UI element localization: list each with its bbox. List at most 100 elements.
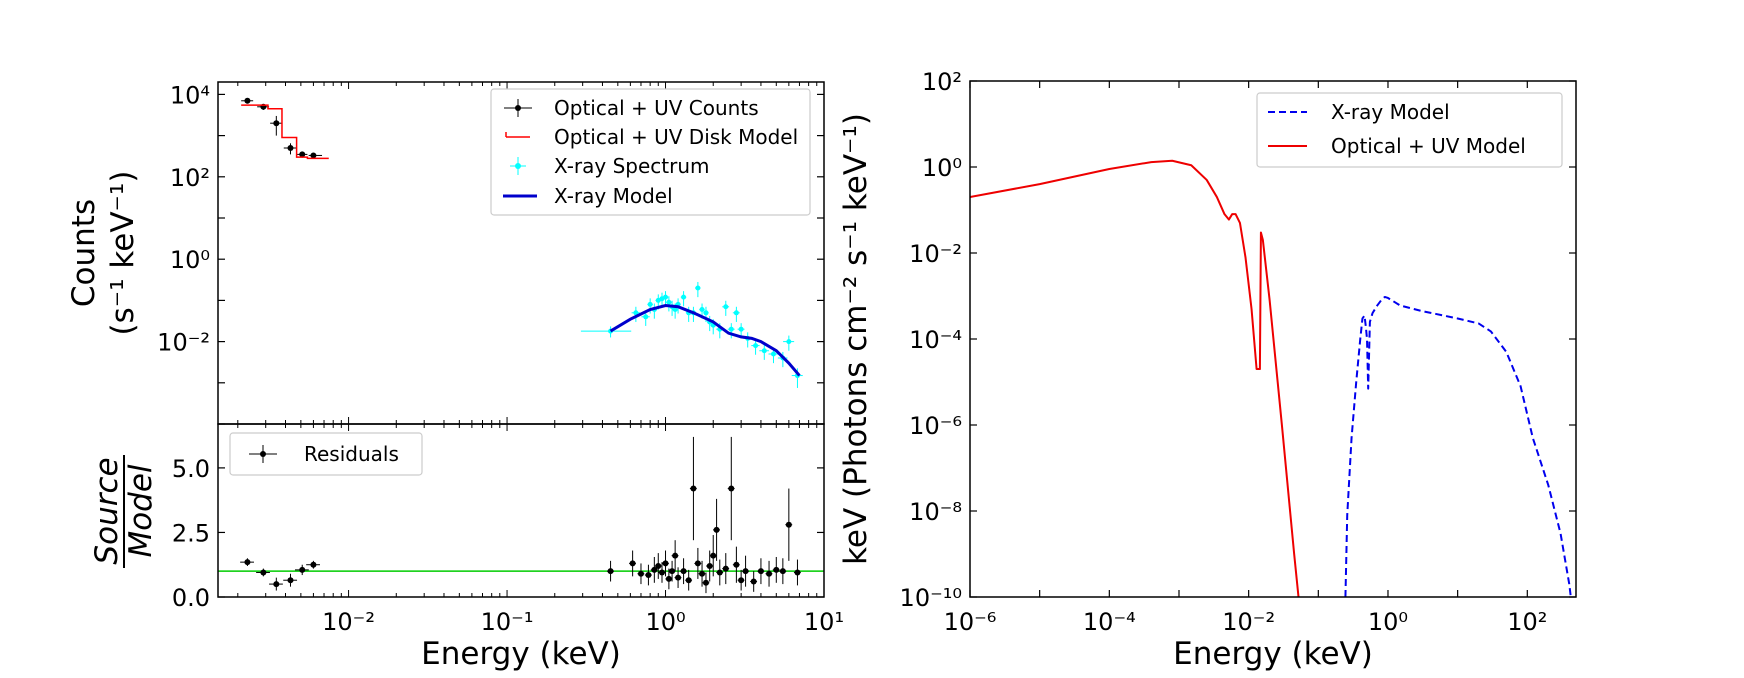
x-ray-spectrum-point [728, 326, 734, 332]
bottom-xtick-label: 10⁻¹ [481, 608, 534, 636]
optical-uv-counts-point [244, 97, 251, 104]
residuals-point [690, 485, 697, 492]
right-xtick-label: 10⁻⁶ [944, 608, 997, 636]
legend-entry-x-ray-spectrum: X-ray Spectrum [510, 154, 710, 178]
legend-label-optical-uv-disk-model: Optical + UV Disk Model [554, 125, 798, 149]
right-xlabel: Energy (keV) [1173, 636, 1373, 672]
bottom-legend-frame [229, 432, 423, 476]
residuals-point [773, 566, 780, 573]
legend-label-optical-uv-counts: Optical + UV Counts [554, 96, 759, 120]
residuals-point [675, 574, 682, 581]
right-legend: X-ray Model Optical + UV Model [1256, 92, 1563, 168]
optical-uv-counts-point [299, 151, 306, 158]
top-legend: Optical + UV Counts Optical + UV Disk Mo… [490, 88, 811, 216]
right-ylabel: keV (Photons cm⁻² s⁻¹ keV⁻¹) [838, 113, 874, 565]
top-ytick-label: 10⁻² [157, 329, 210, 357]
bottom-legend: Residuals [229, 432, 423, 476]
residuals-point [794, 569, 801, 576]
right-xtick-label: 10⁻² [1222, 608, 1275, 636]
residuals-point [655, 563, 662, 570]
optical-uv-counts-point [287, 145, 294, 152]
right-xtick-label: 10⁰ [1368, 608, 1408, 636]
residuals-point [637, 570, 644, 577]
residuals-point [672, 552, 679, 559]
residuals-point [662, 560, 669, 567]
right-ytick-label: 10⁻⁴ [909, 326, 962, 354]
top-panel-ticks: 10⁴ 10² 10⁰ 10⁻² [157, 81, 825, 425]
right-panel-ticks: 10⁻⁶ 10⁻⁴ 10⁻² 10⁰ 10² 10² 10⁰ 10⁻² 10⁻⁴ 10⁻⁶ 10⁻⁸… [900, 68, 1576, 636]
right-panel-data [970, 159, 1572, 597]
bottom-ytick-label: 0.0 [172, 584, 210, 612]
bottom-ylabel-numerator: Source [89, 457, 125, 564]
bottom-ytick-label: 5.0 [172, 455, 210, 483]
residuals-point [669, 568, 676, 575]
x-ray-spectrum-point [666, 299, 672, 305]
x-ray-spectrum-point [699, 307, 705, 313]
top-ylabel-line2: (s⁻¹ keV⁻¹) [105, 171, 141, 336]
legend-marker-optical-uv-counts-dot [515, 105, 521, 111]
x-ray-spectrum-point [723, 304, 729, 310]
x-ray-spectrum-point [733, 310, 739, 316]
right-panel: 10⁻⁶ 10⁻⁴ 10⁻² 10⁰ 10² 10² 10⁰ 10⁻² 10⁻⁴ 10⁻⁶ 10⁻⁸… [838, 68, 1577, 672]
bottom-panel-data [218, 436, 824, 594]
legend-entry-x-ray-model: X-ray Model [503, 184, 673, 208]
residuals-point [260, 569, 267, 576]
residuals-point [299, 566, 306, 573]
residuals-point [699, 570, 706, 577]
residuals-point [244, 559, 251, 566]
right-panel-frame [969, 80, 1577, 598]
bottom-left-panel: 10⁻² 10⁻¹ 10⁰ 10¹ 0.0 2.5 5.0 Energy (keV) Sou… [89, 423, 844, 672]
legend-entry-optical-uv-disk-model: Optical + UV Disk Model [505, 125, 798, 149]
x-ray-spectrum-point [633, 310, 639, 316]
x-ray-model-line [609, 304, 801, 377]
residuals-point [779, 568, 786, 575]
x-ray-spectrum-point [738, 326, 744, 332]
x-ray-spectrum-point [643, 314, 649, 320]
legend-marker-x-ray-spectrum-dot [515, 163, 521, 169]
right-ytick-label: 10⁰ [922, 154, 962, 182]
top-ytick-label: 10⁴ [170, 81, 210, 109]
residuals-point [742, 568, 749, 575]
residuals-point [733, 561, 740, 568]
residuals-point [658, 569, 665, 576]
residuals-point [273, 581, 280, 588]
right-ytick-label: 10⁻¹⁰ [900, 584, 962, 612]
residuals-point [651, 566, 658, 573]
residuals-point [665, 575, 672, 582]
residuals-point [607, 568, 614, 575]
residuals-point [685, 577, 692, 584]
top-ytick-label: 10² [170, 164, 210, 192]
residuals-point [716, 569, 723, 576]
top-legend-frame [490, 88, 811, 216]
residuals-point [680, 568, 687, 575]
legend-label-x-ray-spectrum: X-ray Spectrum [554, 154, 710, 178]
legend-label-right-optical-uv-model: Optical + UV Model [1331, 134, 1526, 158]
residuals-point [702, 579, 709, 586]
bottom-xtick-label: 10⁻² [322, 608, 375, 636]
residuals-point [706, 563, 713, 570]
residuals-point [287, 577, 294, 584]
optical-uv-disk-model-step [241, 104, 329, 160]
residuals-point [766, 570, 773, 577]
x-ray-spectrum-point [703, 310, 709, 316]
bottom-panel-frame [217, 423, 825, 598]
residuals-point [310, 561, 317, 568]
x-ray-spectrum-point [761, 348, 767, 354]
top-ytick-label: 10⁰ [170, 246, 210, 274]
x-ray-spectrum-point [695, 285, 701, 291]
bottom-xlabel: Energy (keV) [421, 636, 621, 672]
right-ytick-label: 10⁻⁸ [909, 498, 962, 526]
top-left-panel: 10⁴ 10² 10⁰ 10⁻² Counts (s⁻¹ keV⁻¹) Optical… [66, 81, 825, 425]
residuals-point [713, 526, 720, 533]
right-xtick-label: 10² [1507, 608, 1547, 636]
bottom-xtick-label: 10¹ [804, 608, 844, 636]
right-ytick-label: 10⁻² [909, 240, 962, 268]
residuals-point [629, 560, 636, 567]
right-optical-uv-model-line [970, 159, 1300, 597]
legend-entry-optical-uv-counts: Optical + UV Counts [504, 96, 759, 120]
x-ray-spectrum-point [647, 301, 653, 307]
residuals-point [694, 560, 701, 567]
residuals-point [785, 521, 792, 528]
x-ray-spectrum-point [681, 294, 687, 300]
